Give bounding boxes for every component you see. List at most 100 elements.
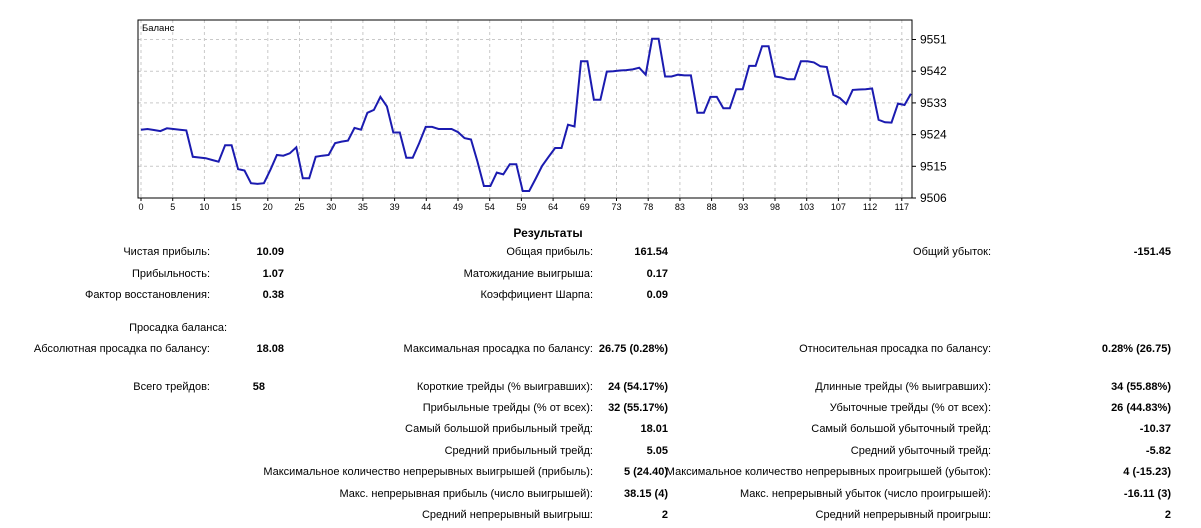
- stat-label: Средний убыточный трейд:: [850, 445, 991, 457]
- stat-label: Длинные трейды (% выигравших):: [815, 381, 991, 393]
- y-tick-label: 9551: [920, 33, 947, 47]
- stat-row: Фактор восстановления: 0.38 Коэффициент Ша…: [0, 289, 1201, 303]
- y-tick-label: 9506: [920, 191, 947, 205]
- stat-value: 2: [661, 509, 668, 521]
- x-tick-label: 39: [390, 202, 400, 212]
- stat-label: Общий убыток:: [913, 246, 991, 258]
- stat-value: -151.45: [1133, 246, 1171, 258]
- stat-value: 2: [1164, 509, 1171, 521]
- x-tick-label: 98: [770, 202, 780, 212]
- stat-row: Всего трейдов: 58 Короткие трейды (% выигр…: [0, 381, 1201, 395]
- stat-row: Средний прибыльный трейд: 5.05 Средний убы…: [0, 445, 1201, 459]
- stat-label: Макс. непрерывная прибыль (число выигрыш…: [339, 488, 593, 500]
- x-tick-label: 107: [831, 202, 846, 212]
- stat-row: Самый большой прибыльный трейд: 18.01 Самы…: [0, 423, 1201, 437]
- y-tick-label: 9533: [920, 96, 947, 110]
- stat-value: 0.28% (26.75): [1101, 343, 1171, 355]
- x-tick-label: 44: [421, 202, 431, 212]
- stat-value: 24 (54.17%): [608, 381, 668, 393]
- stat-value: 0.38: [262, 289, 284, 301]
- stat-label: Средний непрерывный выигрыш:: [421, 509, 593, 521]
- stat-label: Максимальное количество непрерывных выиг…: [263, 466, 593, 478]
- x-tick-label: 59: [516, 202, 526, 212]
- stat-label: Убыточные трейды (% от всех):: [829, 402, 991, 414]
- stat-value: 5.05: [646, 445, 668, 457]
- stat-value: 5 (24.40): [623, 466, 668, 478]
- plot-area: [138, 20, 912, 198]
- x-tick-label: 30: [326, 202, 336, 212]
- y-tick-label: 9515: [920, 159, 947, 173]
- x-tick-label: 93: [738, 202, 748, 212]
- stat-label: Максимальная просадка по балансу:: [403, 343, 593, 355]
- x-tick-label: 5: [170, 202, 175, 212]
- x-tick-label: 25: [294, 202, 304, 212]
- stat-value: 38.15 (4): [623, 488, 668, 500]
- stat-label: Фактор восстановления:: [84, 289, 210, 301]
- stat-row: Абсолютная просадка по балансу: 18.08 Макс…: [0, 343, 1201, 357]
- results-title: Результаты: [513, 226, 583, 240]
- stat-label: Относительная просадка по балансу:: [799, 343, 991, 355]
- stat-label: Средний непрерывный проигрыш:: [815, 509, 991, 521]
- x-tick-label: 20: [263, 202, 273, 212]
- stat-value: -16.11 (3): [1123, 488, 1171, 500]
- x-tick-label: 78: [643, 202, 653, 212]
- stat-value: 18.01: [640, 423, 668, 435]
- stat-row: Чистая прибыль: 10.09 Общая прибыль: 161.54…: [0, 246, 1201, 260]
- stat-label: Просадка баланса:: [129, 322, 227, 334]
- x-tick-label: 88: [707, 202, 717, 212]
- stat-label: Прибыльность:: [131, 268, 210, 280]
- stat-label: Короткие трейды (% выигравших):: [416, 381, 593, 393]
- stat-label: Максимальное количество непрерывных прои…: [665, 466, 991, 478]
- x-tick-label: 35: [358, 202, 368, 212]
- x-tick-label: 117: [895, 202, 909, 212]
- stat-label: Прибыльные трейды (% от всех):: [422, 402, 593, 414]
- stat-value: 161.54: [634, 246, 668, 258]
- balance-line: [140, 37, 912, 192]
- stat-label: Абсолютная просадка по балансу:: [33, 343, 210, 355]
- x-tick-label: 0: [138, 202, 143, 212]
- stat-row: Прибыльность: 1.07 Матожидание выигрыша: 0.…: [0, 268, 1201, 282]
- stat-value: 34 (55.88%): [1111, 381, 1171, 393]
- y-tick-label: 9524: [920, 128, 947, 142]
- stat-value: 0.09: [646, 289, 668, 301]
- stat-value: 26.75 (0.28%): [598, 343, 668, 355]
- stat-value: 4 (-15.23): [1123, 466, 1171, 478]
- stat-value: 10.09: [256, 246, 284, 258]
- x-tick-label: 10: [199, 202, 209, 212]
- stat-label: Матожидание выигрыша:: [463, 268, 593, 280]
- stat-value: -5.82: [1145, 445, 1171, 457]
- y-tick-label: 9542: [920, 64, 947, 78]
- stat-value: 26 (44.83%): [1111, 402, 1171, 414]
- x-tick-label: 73: [611, 202, 621, 212]
- stat-label: Коэффициент Шарпа:: [480, 289, 593, 301]
- stat-label: Чистая прибыль:: [123, 246, 210, 258]
- stat-label: Самый большой убыточный трейд:: [811, 423, 991, 435]
- x-tick-label: 49: [453, 202, 463, 212]
- stat-row: Просадка баланса:: [0, 322, 1201, 336]
- plot-border: [137, 19, 913, 199]
- stat-value: 1.07: [262, 268, 284, 280]
- stat-label: Самый большой прибыльный трейд:: [405, 423, 593, 435]
- stat-row: Средний непрерывный выигрыш: 2 Средний неп…: [0, 509, 1201, 523]
- stat-value: -10.37: [1139, 423, 1171, 435]
- stat-row: Максимальное количество непрерывных выиг…: [0, 466, 1201, 480]
- x-tick-label: 69: [580, 202, 590, 212]
- stat-value: 0.17: [646, 268, 668, 280]
- x-tick-label: 64: [548, 202, 558, 212]
- x-tick-label: 15: [231, 202, 241, 212]
- stat-label: Средний прибыльный трейд:: [444, 445, 593, 457]
- balance-chart: 0 5 10 15 20 25 30 35 39 44 49 54 59 64 69 73 78 83 88 93 98…: [137, 19, 947, 212]
- stat-value: 32 (55.17%): [608, 402, 668, 414]
- chart-title: Баланс: [142, 23, 175, 34]
- x-tick-label: 112: [863, 202, 877, 212]
- stat-label: Всего трейдов:: [133, 381, 210, 393]
- stat-value: 58: [252, 381, 265, 393]
- x-tick-label: 83: [675, 202, 685, 212]
- stat-row: Прибыльные трейды (% от всех): 32 (55.17%…: [0, 402, 1201, 416]
- x-tick-label: 103: [799, 202, 814, 212]
- stat-label: Макс. непрерывный убыток (число проигрыш…: [739, 488, 991, 500]
- stat-value: 18.08: [256, 343, 284, 355]
- stat-label: Общая прибыль:: [506, 246, 593, 258]
- x-tick-label: 54: [485, 202, 495, 212]
